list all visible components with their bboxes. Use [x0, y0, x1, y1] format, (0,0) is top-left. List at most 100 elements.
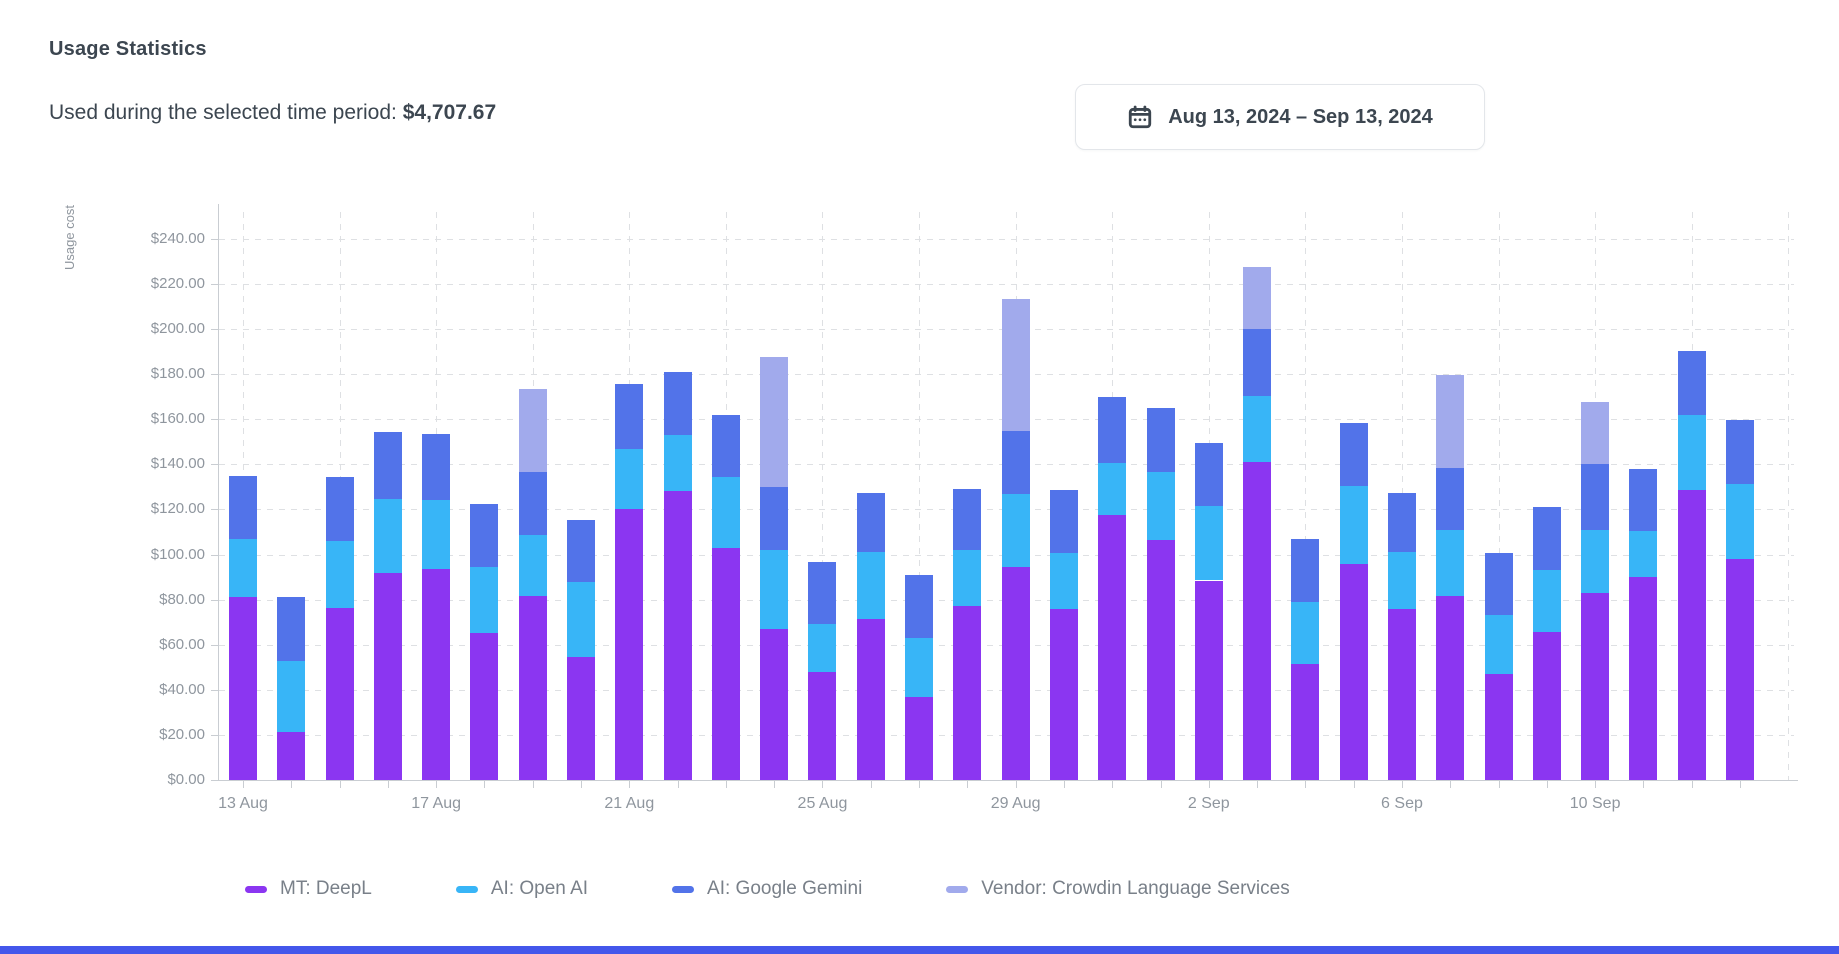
bar-segment[interactable] — [808, 562, 837, 625]
bar-segment[interactable] — [422, 500, 451, 570]
bar-segment[interactable] — [567, 581, 596, 658]
bar-segment[interactable] — [711, 414, 740, 477]
bar-segment[interactable] — [373, 499, 402, 573]
bar-segment[interactable] — [1146, 472, 1175, 540]
bar-segment[interactable] — [229, 538, 257, 598]
bar-segment[interactable] — [1243, 395, 1272, 463]
bar-segment[interactable] — [1001, 298, 1030, 431]
bar-segment[interactable] — [470, 503, 499, 567]
bar-segment[interactable] — [1484, 615, 1513, 675]
bar-segment[interactable] — [1194, 506, 1223, 581]
bar-segment[interactable] — [1243, 462, 1272, 780]
bar-segment[interactable] — [1291, 663, 1320, 780]
bar-segment[interactable] — [905, 637, 934, 697]
bar-segment[interactable] — [856, 618, 885, 780]
bar-segment[interactable] — [1581, 402, 1610, 465]
bar-segment[interactable] — [1387, 552, 1416, 609]
bar-segment[interactable] — [518, 472, 547, 536]
bar-segment[interactable] — [615, 509, 644, 780]
bar-segment[interactable] — [1677, 414, 1706, 491]
bar-segment[interactable] — [1339, 563, 1368, 780]
bar-segment[interactable] — [1581, 464, 1610, 530]
bar-segment[interactable] — [953, 489, 982, 551]
legend-item[interactable]: MT: DeepL — [245, 878, 372, 900]
bar-segment[interactable] — [518, 535, 547, 597]
bar-segment[interactable] — [567, 657, 596, 780]
bar-segment[interactable] — [808, 671, 837, 780]
bar-segment[interactable] — [760, 357, 789, 487]
legend-item[interactable]: AI: Open AI — [455, 878, 588, 900]
bar-segment[interactable] — [760, 550, 789, 629]
bar-segment[interactable] — [1049, 553, 1078, 609]
bar-segment[interactable] — [1484, 553, 1513, 616]
bar-segment[interactable] — [1436, 375, 1465, 468]
bar-segment[interactable] — [953, 550, 982, 607]
bar-segment[interactable] — [711, 476, 740, 548]
bar-segment[interactable] — [663, 491, 692, 780]
bar-segment[interactable] — [1725, 559, 1754, 780]
legend-item[interactable]: AI: Google Gemini — [672, 878, 862, 900]
bar-segment[interactable] — [1243, 267, 1272, 330]
bar-segment[interactable] — [1049, 490, 1078, 554]
bar-segment[interactable] — [808, 624, 837, 672]
bar-segment[interactable] — [1436, 596, 1465, 780]
bar-segment[interactable] — [1629, 577, 1658, 780]
bar-segment[interactable] — [422, 433, 451, 501]
bar-segment[interactable] — [1387, 492, 1416, 553]
bar-segment[interactable] — [1146, 408, 1175, 473]
bar-segment[interactable] — [760, 486, 789, 551]
bar-segment[interactable] — [1387, 608, 1416, 780]
bar-segment[interactable] — [663, 371, 692, 436]
bar-segment[interactable] — [1243, 329, 1272, 396]
bar-segment[interactable] — [1098, 396, 1127, 464]
bar-segment[interactable] — [1677, 490, 1706, 780]
bar-segment[interactable] — [905, 574, 934, 638]
bar-segment[interactable] — [1001, 430, 1030, 494]
bar-segment[interactable] — [567, 519, 596, 582]
bar-segment[interactable] — [1291, 601, 1320, 664]
bar-segment[interactable] — [1339, 485, 1368, 564]
bar-segment[interactable] — [1484, 674, 1513, 780]
bar-segment[interactable] — [1146, 539, 1175, 780]
date-range-picker-button[interactable]: Aug 13, 2024 – Sep 13, 2024 — [1075, 84, 1485, 150]
bar-segment[interactable] — [1677, 350, 1706, 415]
bar-segment[interactable] — [1629, 468, 1658, 531]
bar-segment[interactable] — [1001, 493, 1030, 567]
bar-segment[interactable] — [422, 569, 451, 780]
bar-segment[interactable] — [615, 448, 644, 510]
bar-segment[interactable] — [470, 566, 499, 634]
bar-segment[interactable] — [1098, 463, 1127, 516]
legend-item[interactable]: Vendor: Crowdin Language Services — [946, 878, 1290, 900]
bar-segment[interactable] — [1532, 570, 1561, 633]
bar-segment[interactable] — [1532, 507, 1561, 571]
bar-segment[interactable] — [1194, 580, 1223, 780]
bar-segment[interactable] — [1194, 442, 1223, 507]
bar-segment[interactable] — [277, 597, 306, 661]
bar-segment[interactable] — [325, 541, 354, 608]
bar-segment[interactable] — [1532, 632, 1561, 780]
bar-segment[interactable] — [711, 547, 740, 780]
bar-segment[interactable] — [229, 475, 257, 539]
bar-segment[interactable] — [325, 476, 354, 542]
bar-segment[interactable] — [1098, 515, 1127, 780]
bar-segment[interactable] — [277, 731, 306, 780]
bar-segment[interactable] — [373, 431, 402, 500]
bar-segment[interactable] — [1436, 467, 1465, 530]
bar-segment[interactable] — [1581, 592, 1610, 780]
bar-segment[interactable] — [470, 633, 499, 780]
bar-segment[interactable] — [1001, 566, 1030, 780]
bar-segment[interactable] — [856, 492, 885, 553]
bar-segment[interactable] — [663, 435, 692, 492]
bar-segment[interactable] — [1049, 608, 1078, 780]
bar-segment[interactable] — [518, 596, 547, 780]
bar-segment[interactable] — [229, 597, 257, 780]
bar-segment[interactable] — [1629, 530, 1658, 578]
bar-segment[interactable] — [373, 572, 402, 780]
bar-segment[interactable] — [953, 606, 982, 780]
bar-segment[interactable] — [1291, 538, 1320, 602]
bar-segment[interactable] — [277, 660, 306, 732]
bar-segment[interactable] — [1436, 529, 1465, 597]
bar-segment[interactable] — [1725, 420, 1754, 484]
bar-segment[interactable] — [856, 552, 885, 619]
bar-segment[interactable] — [518, 388, 547, 473]
